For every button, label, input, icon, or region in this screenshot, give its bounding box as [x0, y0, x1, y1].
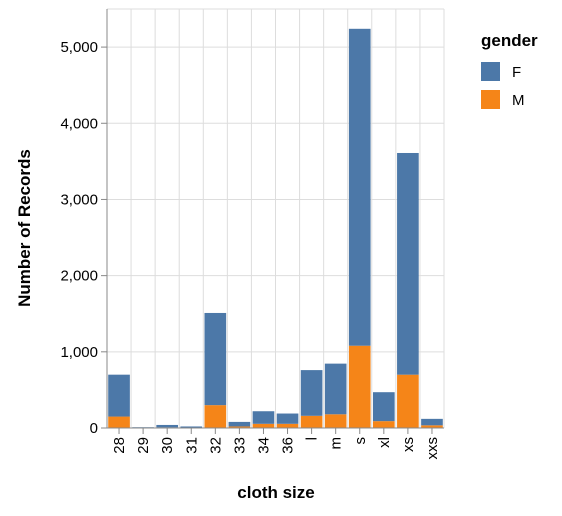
y-tick-label: 2,000	[60, 268, 98, 285]
legend-swatch-F	[481, 62, 500, 81]
bar-F-xs	[397, 152, 419, 375]
x-tick-label: 36	[280, 437, 297, 454]
bar-F-xxs	[421, 418, 443, 426]
bar-F-34	[252, 411, 275, 424]
x-tick-label: xl	[376, 437, 393, 448]
bars	[108, 28, 443, 428]
legend-label-F: F	[512, 64, 521, 81]
bar-F-32	[204, 312, 227, 406]
x-tick-label: xxs	[424, 437, 441, 460]
bar-M-28	[108, 416, 130, 428]
bar-F-l	[300, 370, 323, 416]
axes: 0 1,000 2,000 3,000 4,000 5,000 28 29 30 31 32 33 34…	[60, 9, 444, 460]
y-tick-label: 3,000	[60, 191, 98, 208]
bar-M-s	[348, 345, 371, 428]
x-tick-label: 30	[159, 437, 176, 454]
x-tick-label: m	[328, 437, 345, 450]
x-axis-title: cloth size	[237, 483, 314, 502]
bar-M-l	[300, 415, 323, 428]
x-tick-label: l	[304, 437, 321, 440]
bar-F-m	[324, 363, 347, 415]
x-tick-label: xs	[400, 437, 417, 452]
x-tick-label: 34	[255, 437, 272, 454]
bar-M-33	[228, 426, 251, 428]
bar-F-xl	[372, 392, 395, 422]
legend-title: gender	[481, 31, 538, 50]
y-tick-label: 4,000	[60, 115, 98, 132]
bar-F-s	[348, 28, 371, 346]
y-tick-label: 5,000	[60, 39, 98, 56]
grid-lines	[106, 8, 445, 429]
bar-M-xxs	[421, 425, 443, 428]
bar-F-36	[276, 413, 299, 424]
legend: gender FM	[481, 31, 538, 109]
x-tick-label: 29	[135, 437, 152, 454]
bar-M-36	[276, 423, 299, 428]
x-tick-label: 31	[183, 437, 200, 454]
bar-F-31	[180, 426, 203, 428]
bar-M-xs	[397, 374, 419, 428]
bar-M-32	[204, 405, 227, 428]
y-tick-label: 1,000	[60, 344, 98, 361]
legend-label-M: M	[512, 92, 525, 109]
y-tick-label: 0	[90, 420, 98, 437]
bar-M-34	[252, 423, 275, 428]
bar-M-m	[324, 414, 347, 428]
bar-F-33	[228, 421, 251, 427]
x-tick-label: 28	[111, 437, 128, 454]
bar-F-30	[156, 424, 179, 428]
bar-M-xl	[372, 421, 395, 428]
x-tick-label: 32	[207, 437, 224, 454]
x-tick-label: 33	[231, 437, 248, 454]
bar-F-28	[108, 374, 130, 417]
x-tick-label: s	[352, 437, 369, 445]
legend-swatch-M	[481, 90, 500, 109]
y-axis-title: Number of Records	[15, 149, 34, 307]
